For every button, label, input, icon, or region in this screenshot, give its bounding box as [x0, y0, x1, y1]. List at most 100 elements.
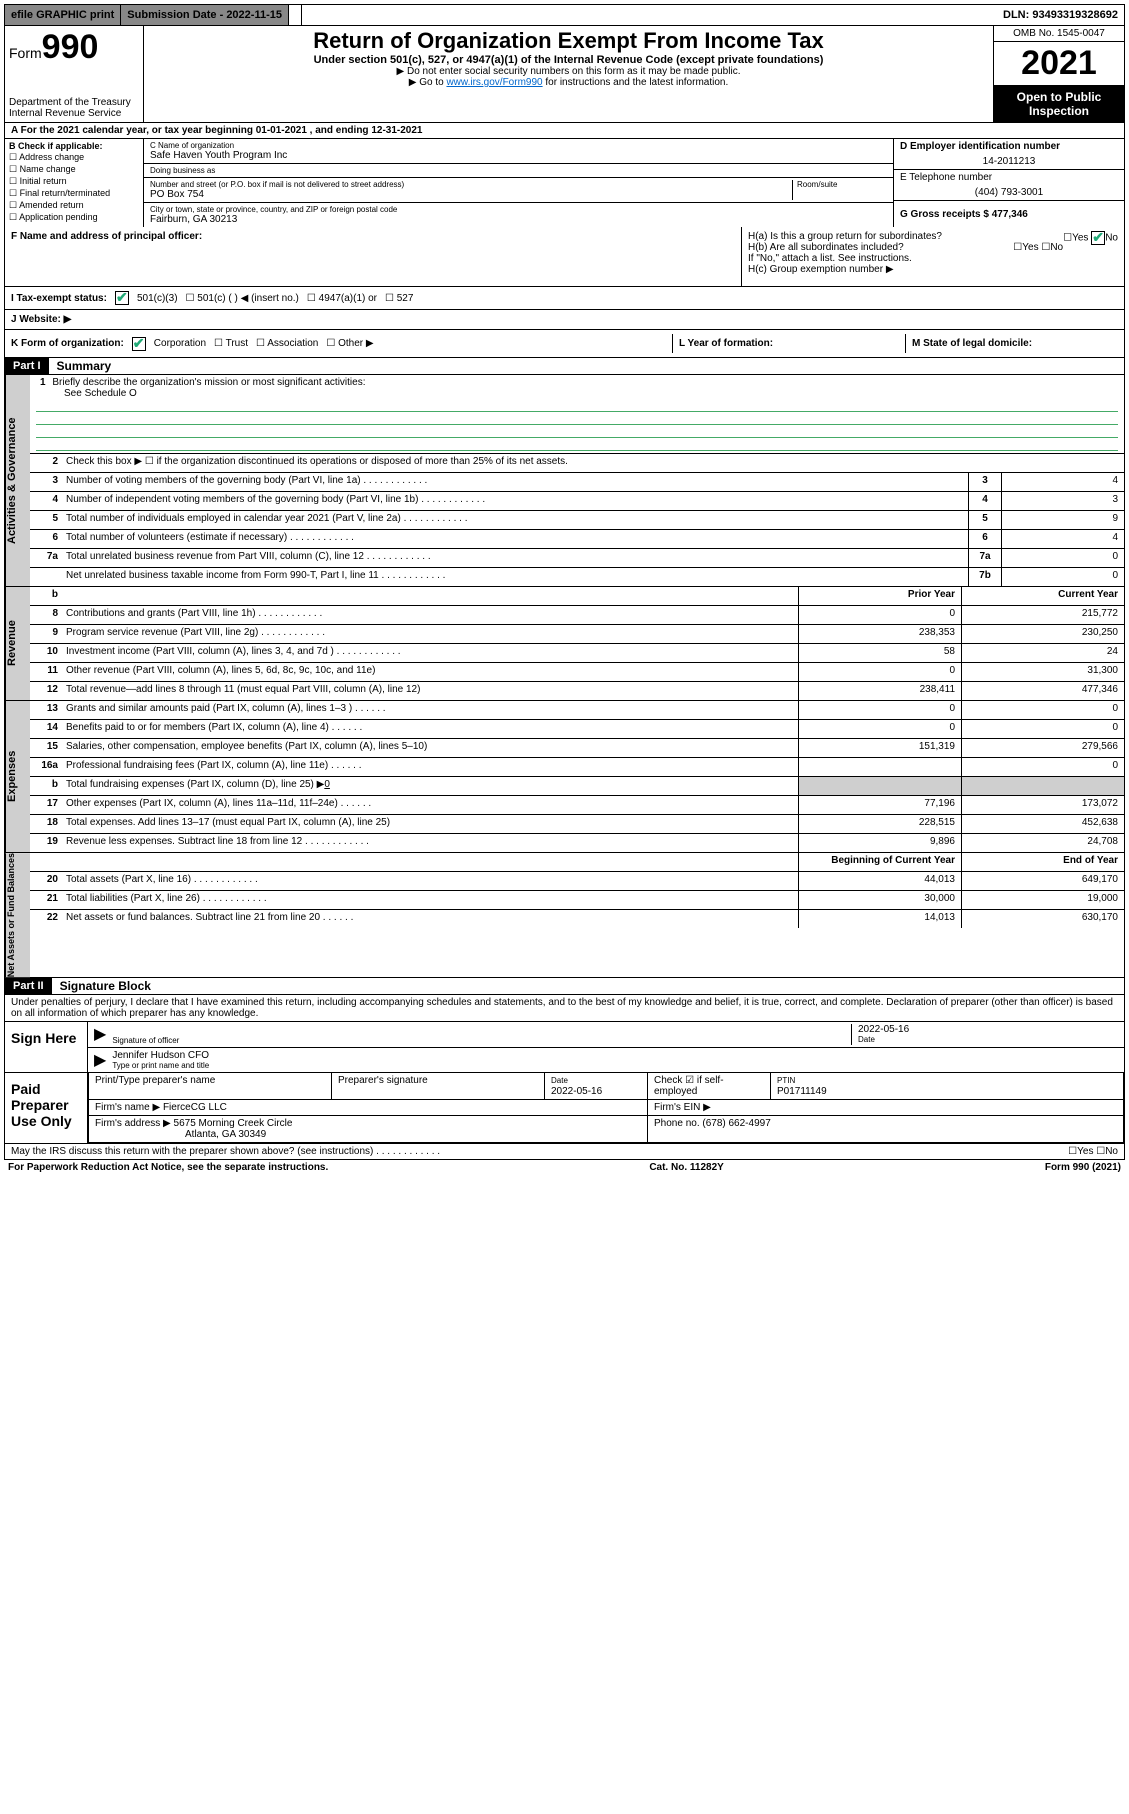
- ein-value: 14-2011213: [900, 152, 1118, 167]
- line13: Grants and similar amounts paid (Part IX…: [62, 701, 798, 719]
- open-to-public: Open to Public Inspection: [994, 86, 1124, 122]
- form-subtitle: Under section 501(c), 527, or 4947(a)(1)…: [150, 54, 987, 66]
- dln: DLN: 93493319328692: [997, 5, 1124, 25]
- f-label: F Name and address of principal officer:: [11, 231, 735, 242]
- sign-here-label: Sign Here: [5, 1022, 88, 1072]
- chk-initial-return[interactable]: ☐ Initial return: [9, 176, 139, 187]
- header-left: Form990 Department of the Treasury Inter…: [5, 26, 144, 122]
- may-irs-row: May the IRS discuss this return with the…: [4, 1144, 1125, 1160]
- chk-name-change[interactable]: ☐ Name change: [9, 164, 139, 175]
- ein-cell: D Employer identification number 14-2011…: [894, 139, 1124, 170]
- vtab-expenses: Expenses: [5, 701, 30, 852]
- efile-print-button[interactable]: efile GRAPHIC print: [5, 5, 121, 25]
- topbar: efile GRAPHIC print Submission Date - 20…: [4, 4, 1125, 26]
- val3: 4: [1001, 473, 1124, 491]
- chk-final-return[interactable]: ☐ Final return/terminated: [9, 188, 139, 199]
- cat-no: Cat. No. 11282Y: [649, 1162, 723, 1173]
- line5: Total number of individuals employed in …: [62, 511, 968, 529]
- phone-value: (404) 793-3001: [900, 183, 1118, 198]
- part1-header-row: Part I Summary: [4, 358, 1125, 375]
- col-c-org: C Name of organization Safe Haven Youth …: [144, 139, 894, 227]
- omb-number: OMB No. 1545-0047: [994, 26, 1124, 42]
- header-center: Return of Organization Exempt From Incom…: [144, 26, 993, 122]
- row-fh: F Name and address of principal officer:…: [4, 227, 1125, 287]
- chk-application-pending[interactable]: ☐ Application pending: [9, 212, 139, 223]
- col-d: D Employer identification number 14-2011…: [894, 139, 1124, 227]
- chk-address-change[interactable]: ☐ Address change: [9, 152, 139, 163]
- val4: 3: [1001, 492, 1124, 510]
- officer-name: Jennifer Hudson CFO: [112, 1050, 1118, 1061]
- dba-cell: Doing business as: [144, 164, 893, 178]
- ha-no[interactable]: [1091, 231, 1105, 245]
- vtab-revenue: Revenue: [5, 587, 30, 700]
- hdr-prior: Prior Year: [798, 587, 961, 605]
- line20: Total assets (Part X, line 16): [62, 872, 798, 890]
- i-label: I Tax-exempt status:: [11, 293, 107, 304]
- vtab-governance: Activities & Governance: [5, 375, 30, 586]
- form-word: Form: [9, 45, 42, 61]
- dba-label: Doing business as: [150, 166, 887, 175]
- instr-ssn: ▶ Do not enter social security numbers o…: [150, 66, 987, 77]
- line6: Total number of volunteers (estimate if …: [62, 530, 968, 548]
- line16b: Total fundraising expenses (Part IX, col…: [62, 777, 798, 795]
- part2-badge: Part II: [5, 978, 52, 994]
- val5: 9: [1001, 511, 1124, 529]
- line10: Investment income (Part VIII, column (A)…: [62, 644, 798, 662]
- ha-row: H(a) Is this a group return for subordin…: [748, 231, 1118, 242]
- chk-corporation[interactable]: [132, 337, 146, 351]
- firm-name: FierceCG LLC: [163, 1102, 227, 1113]
- k-label: K Form of organization:: [11, 338, 124, 349]
- hdr-beginning: Beginning of Current Year: [798, 853, 961, 871]
- governance-block: Activities & Governance 1 Briefly descri…: [4, 375, 1125, 587]
- irs-label: Internal Revenue Service: [9, 108, 139, 119]
- line15: Salaries, other compensation, employee b…: [62, 739, 798, 757]
- instr-prefix: ▶ Go to: [409, 77, 447, 88]
- line16a: Professional fundraising fees (Part IX, …: [62, 758, 798, 776]
- principal-officer: F Name and address of principal officer:: [5, 227, 742, 286]
- firm-ein-label: Firm's EIN ▶: [648, 1100, 1124, 1116]
- gross-cell: G Gross receipts $ 477,346: [894, 201, 1124, 222]
- submission-date: Submission Date - 2022-11-15: [121, 5, 289, 25]
- city-value: Fairburn, GA 30213: [150, 214, 887, 225]
- self-employed: Check ☑ if self-employed: [648, 1073, 771, 1100]
- form-title: Return of Organization Exempt From Incom…: [150, 28, 987, 54]
- addr-cell: Number and street (or P.O. box if mail i…: [144, 178, 893, 203]
- part1-badge: Part I: [5, 358, 49, 374]
- line3: Number of voting members of the governin…: [62, 473, 968, 491]
- addr-label: Number and street (or P.O. box if mail i…: [150, 180, 792, 189]
- chk-amended[interactable]: ☐ Amended return: [9, 200, 139, 211]
- sig-date: 2022-05-16: [858, 1024, 1118, 1035]
- val6: 4: [1001, 530, 1124, 548]
- arrow-icon: ▶: [94, 1050, 112, 1070]
- paperwork-notice: For Paperwork Reduction Act Notice, see …: [8, 1162, 328, 1173]
- row-i-status: I Tax-exempt status: 501(c)(3) ☐ 501(c) …: [4, 287, 1125, 310]
- line7b: Net unrelated business taxable income fr…: [62, 568, 968, 586]
- firm-addr1: 5675 Morning Creek Circle: [174, 1118, 293, 1129]
- spacer: [289, 5, 302, 25]
- line14: Benefits paid to or for members (Part IX…: [62, 720, 798, 738]
- line19: Revenue less expenses. Subtract line 18 …: [62, 834, 798, 852]
- hb-row: H(b) Are all subordinates included? ☐Yes…: [748, 242, 1118, 253]
- val7b: 0: [1001, 568, 1124, 586]
- phone-cell: E Telephone number (404) 793-3001: [894, 170, 1124, 201]
- city-cell: City or town, state or province, country…: [144, 203, 893, 227]
- signature-block: Under penalties of perjury, I declare th…: [4, 995, 1125, 1144]
- phone-label: E Telephone number: [900, 172, 1118, 183]
- form-number: Form990: [9, 28, 139, 67]
- part1-title: Summary: [49, 359, 112, 373]
- chk-501c3[interactable]: [115, 291, 129, 305]
- hdr-current: Current Year: [961, 587, 1124, 605]
- line18: Total expenses. Add lines 13–17 (must eq…: [62, 815, 798, 833]
- val7a: 0: [1001, 549, 1124, 567]
- irs-link[interactable]: www.irs.gov/Form990: [446, 77, 542, 88]
- form-ref: Form 990 (2021): [1045, 1162, 1121, 1173]
- perjury-statement: Under penalties of perjury, I declare th…: [5, 995, 1124, 1022]
- revenue-block: Revenue bPrior YearCurrent Year 8Contrib…: [4, 587, 1125, 701]
- room-label: Room/suite: [797, 180, 887, 189]
- hdr-end: End of Year: [961, 853, 1124, 871]
- hdr-b: b: [30, 587, 62, 605]
- see-schedule-o: See Schedule O: [36, 388, 137, 399]
- line8: Contributions and grants (Part VIII, lin…: [62, 606, 798, 624]
- line9: Program service revenue (Part VIII, line…: [62, 625, 798, 643]
- form-header: Form990 Department of the Treasury Inter…: [4, 26, 1125, 123]
